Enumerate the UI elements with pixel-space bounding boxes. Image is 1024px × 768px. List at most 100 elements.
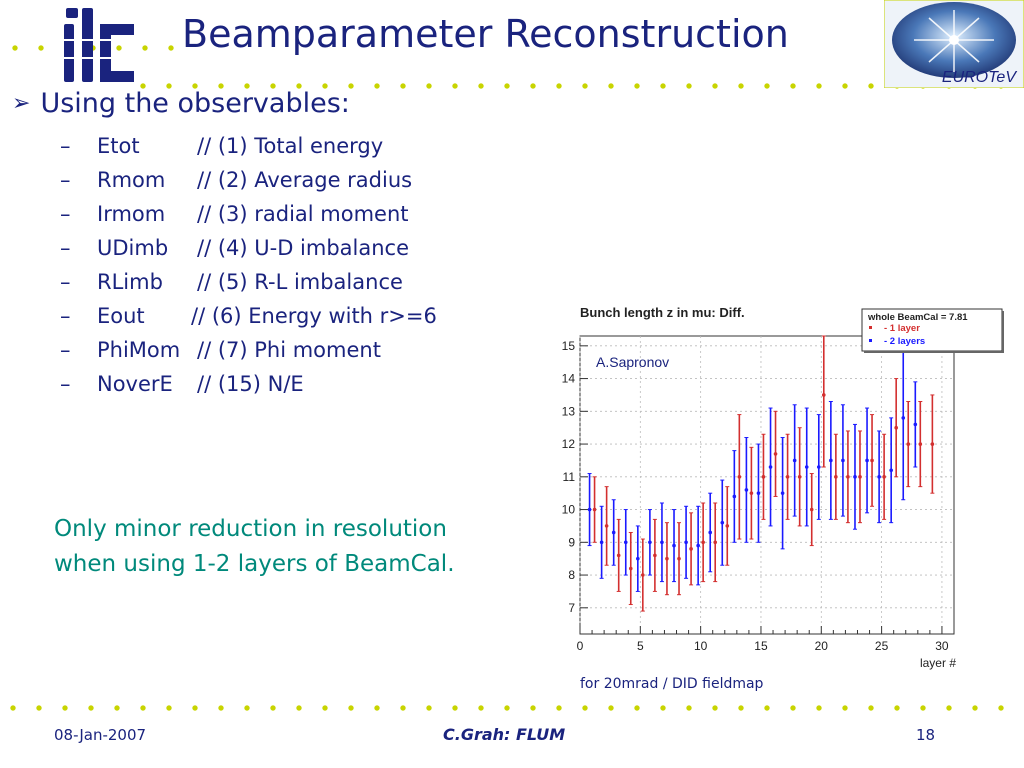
- x-tick-label: 5: [637, 639, 644, 653]
- data-point: [834, 475, 838, 479]
- data-point: [636, 556, 640, 561]
- observable-desc: // (4) U-D imbalance: [197, 236, 410, 260]
- data-point: [696, 543, 700, 548]
- data-point: [792, 458, 797, 463]
- data-point: [829, 458, 833, 463]
- plot-frame: [579, 335, 955, 635]
- slide-title: Beamparameter Reconstruction: [182, 12, 789, 56]
- observable-item: – Irmom// (3) radial moment: [60, 202, 409, 226]
- conclusion-line-1: Only minor reduction in resolution: [54, 516, 447, 542]
- data-point: [768, 465, 773, 469]
- footer-author: C.Grah: FLUM: [443, 725, 566, 744]
- data-point: [641, 573, 645, 577]
- legend-marker-blue: [869, 339, 872, 342]
- legend: whole BeamCal = 7.81 - 1 layer - 2 layer…: [861, 308, 1004, 353]
- data-point: [720, 520, 725, 525]
- eurotev-logo-text: EUROTeV: [942, 69, 1017, 86]
- x-tick-label: 30: [935, 639, 949, 653]
- data-point: [713, 540, 718, 545]
- data-point: [804, 465, 809, 469]
- x-tick-label: 20: [815, 639, 829, 653]
- observable-name: UDimb: [97, 236, 169, 260]
- data-point: [877, 475, 881, 479]
- observable-name: RLimb: [97, 270, 163, 294]
- x-axis-label: layer #: [920, 656, 956, 670]
- observable-desc: // (6) Energy with r>=6: [191, 304, 437, 328]
- data-point: [906, 442, 911, 446]
- data-point: [858, 475, 862, 479]
- data-point: [853, 475, 857, 479]
- conclusion-note: Only minor reduction in resolution when …: [54, 512, 524, 582]
- annotation-label: A.Sapronov: [596, 354, 669, 370]
- data-point: [889, 468, 893, 473]
- x-tick-label: 25: [875, 639, 889, 653]
- x-tick-label: 0: [577, 639, 584, 653]
- data-point: [901, 416, 906, 420]
- data-point: [930, 442, 935, 446]
- data-point: [599, 540, 604, 545]
- data-point: [604, 524, 609, 528]
- series-2: [587, 335, 918, 592]
- observable-name: Eout: [97, 304, 145, 328]
- header-dot-row-lower: [130, 82, 1010, 90]
- data-point: [732, 494, 737, 499]
- observable-desc: // (7) Phi moment: [197, 338, 381, 362]
- main-bullet: ➢ Using the observables:: [12, 88, 350, 119]
- data-point: [913, 422, 918, 427]
- y-tick-label: 10: [562, 503, 576, 517]
- observable-desc: // (2) Average radius: [197, 168, 413, 192]
- main-bullet-text: Using the observables:: [40, 88, 350, 119]
- ilc-logo: [60, 8, 140, 82]
- footer-date: 08-Jan-2007: [54, 726, 147, 744]
- observable-desc: // (3) radial moment: [197, 202, 409, 226]
- data-point: [660, 540, 664, 545]
- y-tick-label: 9: [568, 535, 575, 549]
- legend-marker-red: [869, 326, 872, 329]
- observable-item: – PhiMom// (7) Phi moment: [60, 338, 381, 362]
- legend-header: whole BeamCal = 7.81: [867, 312, 968, 323]
- data-point: [744, 488, 749, 492]
- observable-name: Irmom: [97, 202, 166, 226]
- data-point: [841, 458, 845, 463]
- data-point: [725, 524, 730, 528]
- y-tick-label: 11: [563, 470, 576, 484]
- observable-name: Etot: [97, 134, 140, 158]
- data-point: [628, 566, 633, 571]
- data-point: [648, 540, 652, 545]
- data-point: [737, 475, 742, 479]
- data-point: [623, 540, 628, 545]
- y-tick-label: 8: [568, 568, 575, 582]
- data-point: [780, 491, 785, 495]
- observable-desc: // (1) Total energy: [197, 134, 384, 158]
- eurotev-logo: EUROTeV: [884, 0, 1024, 88]
- footer-dot-row: [0, 704, 1024, 712]
- data-point: [785, 475, 790, 479]
- observable-item: – Eout// (6) Energy with r>=6: [60, 304, 437, 328]
- x-tick-label: 10: [694, 639, 708, 653]
- observable-name: PhiMom: [97, 338, 181, 362]
- bunch-length-chart: Bunch length z in mu: Diff. 0 5 10 15 20 25 30…: [548, 296, 1014, 676]
- observable-item: – Etot// (1) Total energy: [60, 134, 384, 158]
- observable-item: – RLimb// (5) R-L imbalance: [60, 270, 403, 294]
- data-point: [882, 475, 886, 479]
- data-point: [611, 530, 616, 535]
- data-point: [756, 491, 761, 495]
- data-point: [665, 556, 669, 561]
- data-point: [592, 507, 597, 512]
- data-point: [797, 475, 802, 479]
- observable-name: NoverE: [97, 372, 173, 396]
- y-tick-label: 13: [562, 404, 576, 418]
- legend-series-1: - 1 layer: [884, 323, 920, 334]
- data-point: [689, 547, 693, 551]
- data-point: [846, 475, 850, 479]
- x-tick-label: 15: [754, 639, 768, 653]
- chart-caption: for 20mrad / DID fieldmap: [580, 676, 764, 692]
- data-point: [865, 458, 869, 463]
- y-tick-label: 7: [568, 601, 575, 615]
- data-point: [701, 540, 705, 545]
- data-point: [677, 556, 681, 561]
- observable-item: – NoverE// (15) N/E: [60, 372, 304, 396]
- observable-item: – UDimb// (4) U-D imbalance: [60, 236, 410, 260]
- data-point: [894, 425, 898, 430]
- data-point: [773, 452, 778, 456]
